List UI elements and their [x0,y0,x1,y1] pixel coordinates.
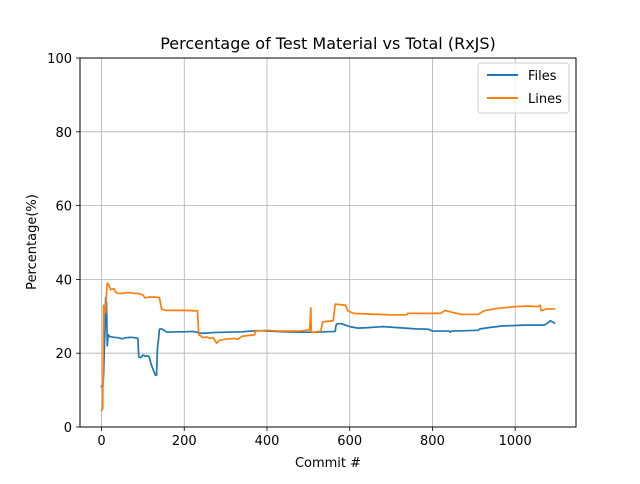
legend-label-lines: Lines [528,92,562,107]
x-tick-label: 0 [97,434,105,449]
chart-title: Percentage of Test Material vs Total (Rx… [160,34,496,53]
x-tick-label: 400 [255,434,280,449]
y-tick-label: 20 [55,347,72,362]
y-tick-label: 80 [55,126,72,141]
series-line-files [100,297,556,388]
legend-label-files: Files [528,69,557,84]
x-tick-label: 1000 [499,434,532,449]
legend: Files Lines [477,62,570,114]
y-tick-label: 60 [55,200,72,215]
plot-background [80,58,576,427]
y-tick-label: 0 [64,421,72,436]
x-tick-label: 600 [337,434,362,449]
y-tick-label: 40 [55,273,72,288]
y-tick-label: 100 [47,52,72,67]
grid [80,57,576,428]
plot-frame [79,57,577,428]
ticks: 0 200 400 600 800 1000 0 20 40 60 80 100 [47,52,532,449]
series-lines [100,282,556,412]
series-line-lines [100,282,556,412]
x-axis-label: Commit # [295,456,361,471]
x-tick-label: 800 [420,434,445,449]
x-tick-label: 200 [172,434,197,449]
y-axis-label: Percentage(%) [25,194,40,290]
